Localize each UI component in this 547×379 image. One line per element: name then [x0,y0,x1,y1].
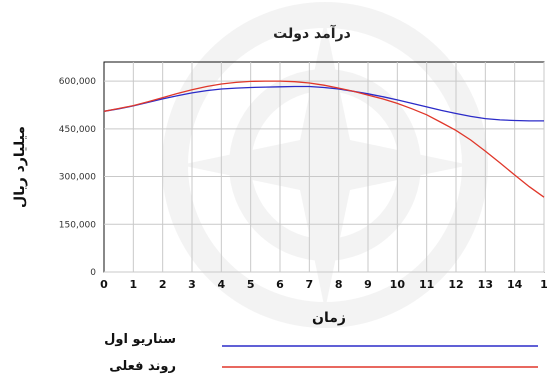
x-tick-label: 10 [390,278,406,291]
x-tick-label: 1 [540,278,547,291]
x-tick-label: 3 [188,278,196,291]
x-tick-label: 2 [159,278,167,291]
y-tick-label: 150,000 [59,220,96,230]
x-tick-label: 1 [130,278,138,291]
watermark [162,2,488,328]
legend: سناریو اول روند فعلی [104,332,538,374]
x-axis: 0 1 2 3 4 5 6 7 8 9 10 11 12 13 14 1 [100,278,547,291]
x-axis-label: زمان [312,310,346,326]
x-tick-label: 0 [100,278,108,291]
series-lines [103,80,545,198]
y-axis-label: میلیارد ریال [12,126,28,208]
x-tick-label: 11 [419,278,434,291]
x-tick-label: 14 [507,278,523,291]
x-tick-label: 13 [478,278,493,291]
y-tick-label: 450,000 [59,125,96,135]
legend-label-current-trend: روند فعلی [109,359,176,374]
x-tick-label: 5 [247,278,255,291]
grid [104,62,545,273]
x-tick-label: 6 [276,278,284,291]
chart-title: درآمد دولت [273,24,351,42]
legend-label-scenario-1: سناریو اول [104,332,176,347]
x-tick-label: 12 [448,278,463,291]
y-tick-label: 0 [90,268,96,278]
x-tick-label: 8 [335,278,343,291]
y-tick-label: 600,000 [59,77,96,87]
series-line-scenario-1 [103,85,544,122]
x-tick-label: 7 [306,278,314,291]
x-tick-label: 9 [364,278,372,291]
x-tick-label: 4 [218,278,226,291]
series-line-current-trend [103,80,545,198]
y-tick-label: 300,000 [59,173,96,183]
y-axis: 0 150,000 300,000 450,000 600,000 [59,77,96,278]
